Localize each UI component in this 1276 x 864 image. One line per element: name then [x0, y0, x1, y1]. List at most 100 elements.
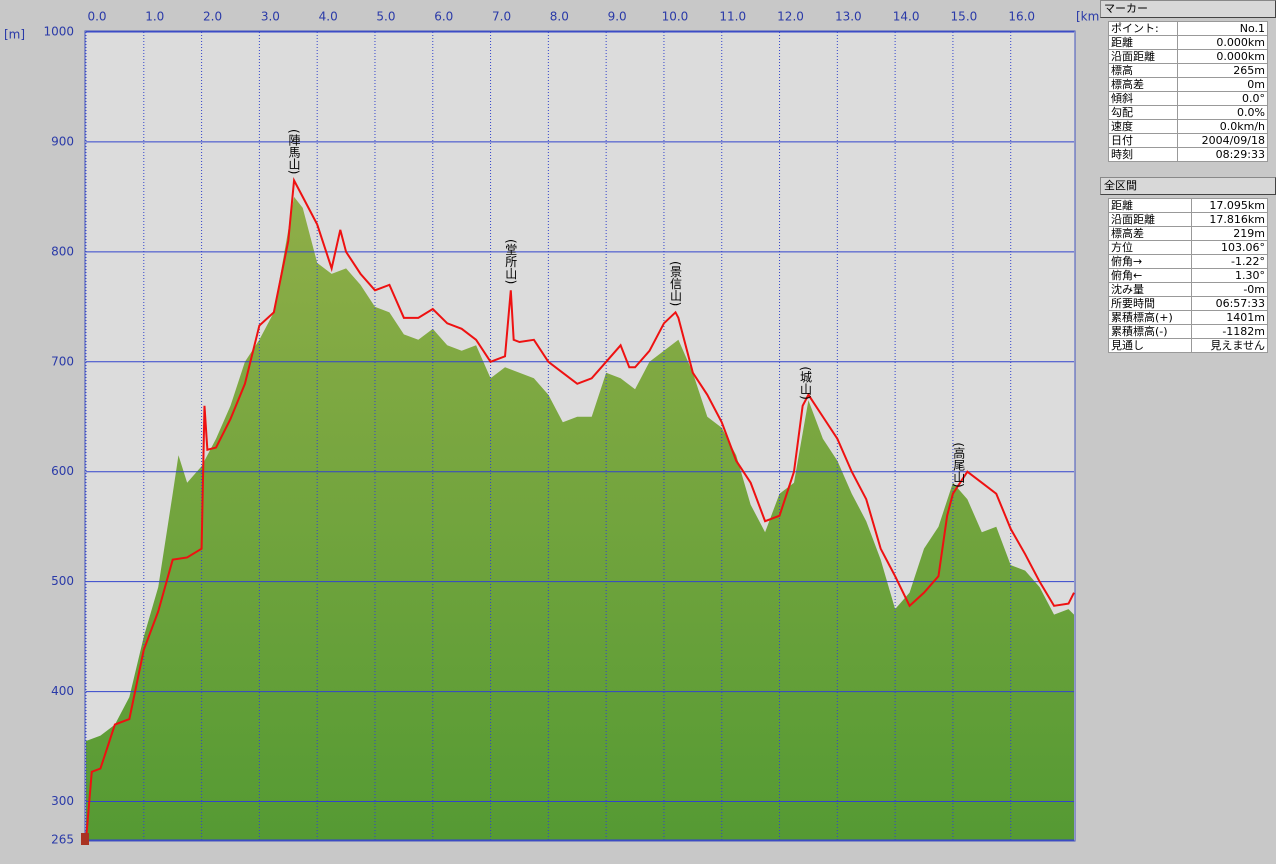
value: 08:29:33 [1177, 147, 1268, 162]
x-tick-label: 10.0 [662, 10, 689, 24]
value: 0.000km [1177, 35, 1268, 50]
row: 沿面距離 17.816km [1107, 212, 1268, 227]
value: -0m [1191, 282, 1268, 297]
marker-table: ポイント: No.1 距離 0.000km 沿面距離 0.000km 標高 265m 標高差 0m… [1107, 21, 1268, 162]
label: 方位 [1107, 240, 1193, 255]
x-tick-label: 13.0 [835, 10, 862, 24]
peak-label: (高尾山) [952, 442, 966, 487]
total-table: 距離 17.095km 沿面距離 17.816km 標高差 219m 方位 103.06° 俯角… [1107, 198, 1268, 353]
value: -1182m [1191, 324, 1268, 339]
label: 日付 [1107, 133, 1179, 148]
row: 沈み量 -0m [1107, 282, 1268, 297]
peak-label: (城山) [799, 366, 813, 399]
value: 0m [1177, 77, 1268, 92]
terrain-area [86, 196, 1074, 841]
label: ポイント: [1107, 21, 1179, 36]
panel-title: マーカー [1100, 0, 1276, 18]
total-panel: 全区間 距離 17.095km 沿面距離 17.816km 標高差 219m 方位 103.0… [1100, 177, 1276, 353]
label: 距離 [1107, 35, 1179, 50]
chart: [m] [km] 0.0 1.0 2.0 3.0 4.0 5.0 6.0 7.0 8.0 9.0 1… [4, 10, 1100, 847]
label: 沿面距離 [1107, 212, 1193, 227]
row: 日付 2004/09/18 [1107, 133, 1268, 148]
track-line [85, 176, 1075, 841]
x-tick-label: 6.0 [434, 10, 453, 24]
value: 0.0° [1177, 91, 1268, 106]
label: 累積標高(-) [1107, 324, 1193, 339]
marker-panel: マーカー ポイント: No.1 距離 0.000km 沿面距離 0.000km 標高 265m… [1100, 0, 1276, 162]
value: 103.06° [1191, 240, 1268, 255]
value: 0.0% [1177, 105, 1268, 120]
label: 俯角→ [1107, 254, 1193, 269]
value: No.1 [1177, 21, 1268, 36]
label: 累積標高(+) [1107, 310, 1193, 325]
label: 傾斜 [1107, 91, 1179, 106]
value: 219m [1191, 226, 1268, 241]
x-tick-label: 11.0 [719, 10, 746, 24]
start-marker [81, 833, 89, 845]
y-tick-label: 265 [51, 833, 74, 847]
row: 俯角← 1.30° [1107, 268, 1268, 283]
label: 時刻 [1107, 147, 1179, 162]
row: 標高差 219m [1107, 226, 1268, 241]
row: 沿面距離 0.000km [1107, 49, 1268, 64]
y-tick-label: 1000 [43, 25, 74, 39]
row: 距離 0.000km [1107, 35, 1268, 50]
value: -1.22° [1191, 254, 1268, 269]
label: 標高 [1107, 63, 1179, 78]
value: 見えません [1191, 338, 1268, 353]
y-tick-label: 400 [51, 684, 74, 698]
x-tick-label: 8.0 [550, 10, 569, 24]
x-tick-label: 16.0 [1008, 10, 1035, 24]
row: 累積標高(-) -1182m [1107, 324, 1268, 339]
label: 標高差 [1107, 77, 1179, 92]
row: ポイント: No.1 [1107, 21, 1268, 36]
value: 1401m [1191, 310, 1268, 325]
x-tick-label: 15.0 [951, 10, 978, 24]
y-tick-label: 500 [51, 574, 74, 588]
y-tick-label: 700 [51, 354, 74, 368]
x-tick-label: 4.0 [319, 10, 338, 24]
x-tick-label: 9.0 [608, 10, 627, 24]
y-tick-label: 300 [51, 794, 74, 808]
x-tick-label: 1.0 [145, 10, 164, 24]
peak-label: (景信山) [669, 261, 683, 306]
row: 方位 103.06° [1107, 240, 1268, 255]
label: 標高差 [1107, 226, 1193, 241]
row: 標高差 0m [1107, 77, 1268, 92]
row: 傾斜 0.0° [1107, 91, 1268, 106]
y-unit: [m] [4, 28, 25, 42]
row: 累積標高(+) 1401m [1107, 310, 1268, 325]
label: 距離 [1107, 198, 1193, 213]
value: 06:57:33 [1191, 296, 1268, 311]
label: 俯角← [1107, 268, 1193, 283]
row: 俯角→ -1.22° [1107, 254, 1268, 269]
value: 17.095km [1191, 198, 1268, 213]
x-tick-label: 14.0 [893, 10, 920, 24]
value: 0.0km/h [1177, 119, 1268, 134]
x-tick-label: 2.0 [203, 10, 222, 24]
value: 2004/09/18 [1177, 133, 1268, 148]
value: 265m [1177, 63, 1268, 78]
row: 所要時間 06:57:33 [1107, 296, 1268, 311]
x-tick-label: 3.0 [261, 10, 280, 24]
value: 0.000km [1177, 49, 1268, 64]
y-tick-label: 800 [51, 244, 74, 258]
row: 勾配 0.0% [1107, 105, 1268, 120]
y-tick-label: 900 [51, 134, 74, 148]
label: 沿面距離 [1107, 49, 1179, 64]
x-unit: [km] [1076, 10, 1100, 24]
label: 沈み量 [1107, 282, 1193, 297]
x-tick-label: 0.0 [87, 10, 106, 24]
row: 標高 265m [1107, 63, 1268, 78]
label: 見通し [1107, 338, 1193, 353]
peak-label: (堂所山) [504, 239, 518, 284]
x-tick-label: 5.0 [376, 10, 395, 24]
value: 1.30° [1191, 268, 1268, 283]
row: 時刻 08:29:33 [1107, 147, 1268, 162]
label: 速度 [1107, 119, 1179, 134]
row: 見通し 見えません [1107, 338, 1268, 353]
row: 速度 0.0km/h [1107, 119, 1268, 134]
panel-title: 全区間 [1100, 177, 1276, 195]
x-tick-label: 12.0 [777, 10, 804, 24]
